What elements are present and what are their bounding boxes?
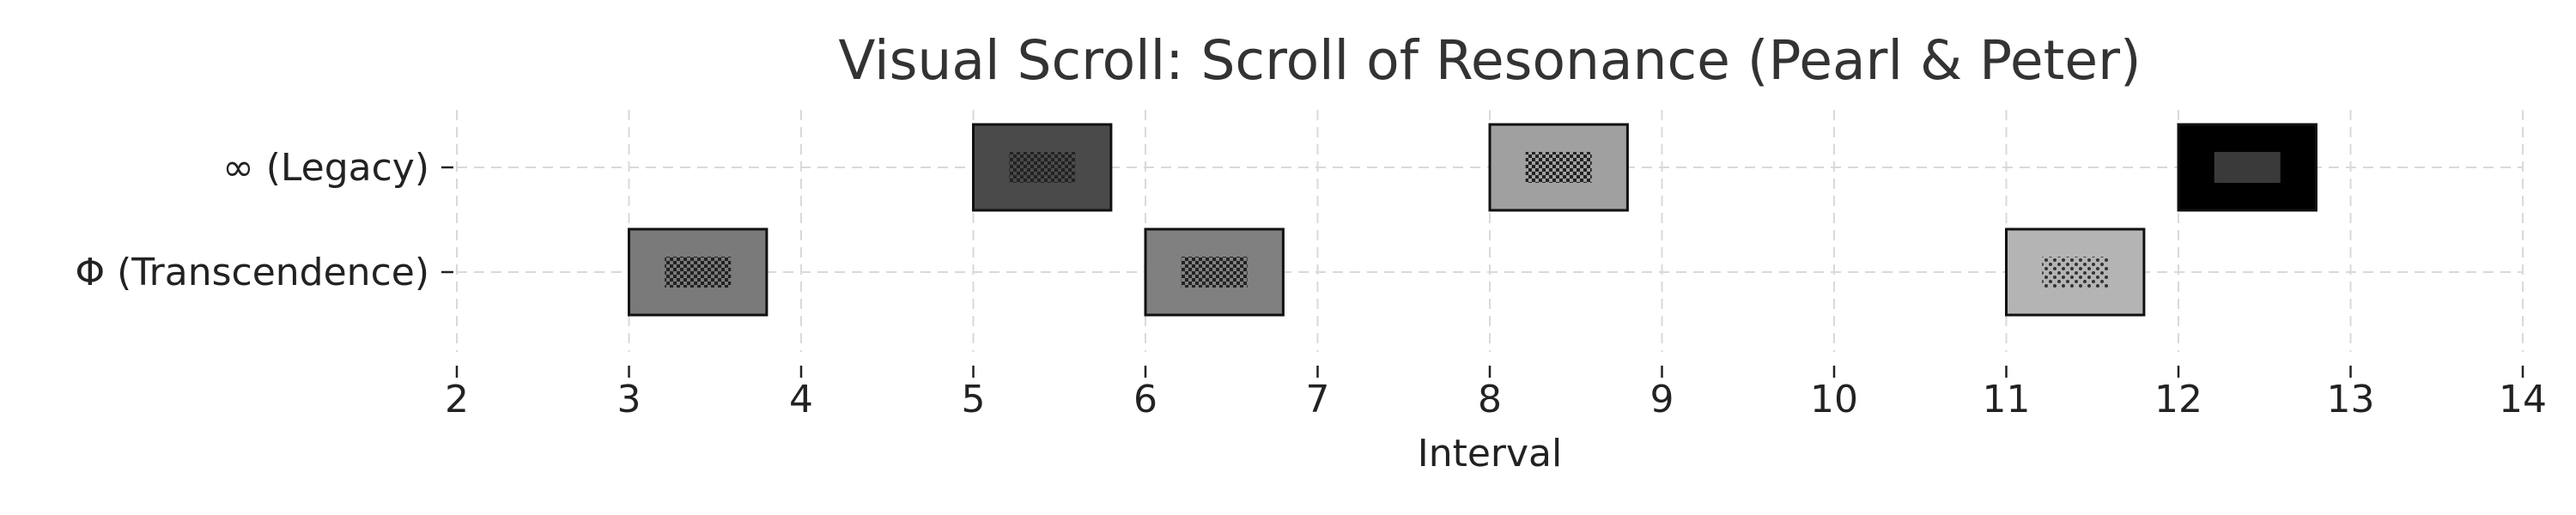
event-bar-pattern (2214, 152, 2281, 183)
event-bar (628, 227, 769, 317)
event-bars (628, 123, 2318, 317)
x-tick-label: 14 (2499, 378, 2547, 421)
x-tick-label: 6 (1133, 378, 1157, 421)
x-tick-label: 5 (962, 378, 986, 421)
x-tick-label: 11 (1983, 378, 2031, 421)
x-axis-label: Interval (1418, 432, 1563, 476)
event-bar (2177, 123, 2318, 212)
x-tick-label: 10 (1810, 378, 1858, 421)
event-bar (2005, 227, 2146, 317)
x-tick-label: 8 (1478, 378, 1502, 421)
x-axis: 2 3 4 5 6 7 8 9 10 11 12 13 14 (445, 366, 2547, 421)
x-tick-label: 4 (789, 378, 813, 421)
y-tick-label: Φ (Transcendence) (75, 251, 429, 294)
x-tick-label: 12 (2154, 378, 2202, 421)
event-bar-pattern (1525, 152, 1592, 183)
x-tick-label: 2 (445, 378, 469, 421)
event-bar-pattern (1009, 152, 1076, 183)
event-bar-pattern (2042, 257, 2109, 288)
chart-title: Visual Scroll: Scroll of Resonance (Pear… (838, 29, 2141, 92)
event-bar (1144, 227, 1285, 317)
event-bar (972, 123, 1113, 212)
y-axis: ∞ (Legacy) Φ (Transcendence) (75, 146, 453, 294)
x-tick-label: 13 (2327, 378, 2375, 421)
x-tick-label: 3 (617, 378, 641, 421)
x-tick-label: 7 (1306, 378, 1330, 421)
event-bar-pattern (665, 257, 732, 288)
y-tick-label: ∞ (Legacy) (222, 146, 429, 190)
event-bar-pattern (1181, 257, 1248, 288)
x-tick-label: 9 (1650, 378, 1674, 421)
event-bar (1488, 123, 1629, 212)
